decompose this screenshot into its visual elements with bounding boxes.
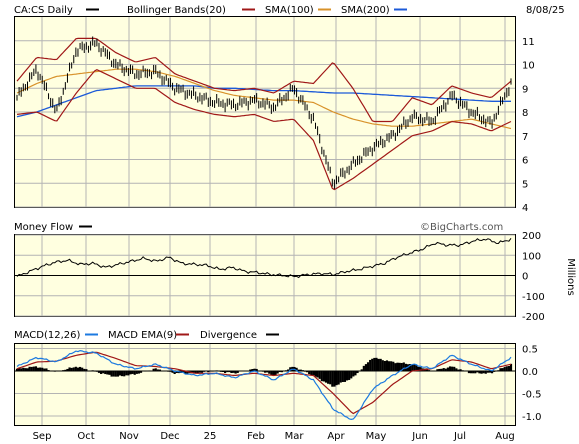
y-tick-label: 0.0 xyxy=(522,367,538,378)
divergence-label: Divergence xyxy=(200,330,257,341)
y-tick-label: 5 xyxy=(522,179,528,190)
x-tick-label: 25 xyxy=(204,431,217,442)
bollinger-upper-line xyxy=(16,37,512,123)
y-tick-label: -200 xyxy=(522,312,545,323)
y-tick-label: -0.5 xyxy=(522,390,542,401)
macd-ema-label: MACD EMA(9) xyxy=(108,330,177,341)
x-tick-label: Mar xyxy=(285,431,305,442)
bollinger-lower-line xyxy=(16,69,512,191)
chart-date: 8/08/25 xyxy=(526,5,565,16)
y-tick-label: 200 xyxy=(522,231,541,242)
legend-sma200: SMA(200) xyxy=(341,5,390,16)
legend-bollinger: Bollinger Bands(20) xyxy=(127,5,226,16)
y-tick-label: -1.0 xyxy=(522,412,542,423)
legend-sma100: SMA(100) xyxy=(265,5,314,16)
y-tick-label: 6 xyxy=(522,156,528,167)
y-tick-label: 7 xyxy=(522,132,528,143)
x-tick-label: Dec xyxy=(160,431,179,442)
y-tick-label: 10 xyxy=(522,61,535,72)
money-flow-title: Money Flow xyxy=(14,222,73,233)
y-tick-label: 11 xyxy=(522,37,535,48)
money-flow-unit-label: Millions xyxy=(565,258,576,295)
y-tick-label: 9 xyxy=(522,84,528,95)
x-tick-label: May xyxy=(366,431,387,442)
x-tick-label: Feb xyxy=(247,431,265,442)
macd-ema-line xyxy=(16,351,512,415)
ticker-label: CA:CS Daily xyxy=(14,5,73,16)
x-tick-label: Nov xyxy=(119,431,139,442)
y-tick-label: 100 xyxy=(522,251,541,262)
macd-panel xyxy=(14,343,516,426)
x-tick-label: Sep xyxy=(33,431,52,442)
x-tick-label: Jun xyxy=(411,431,428,442)
macd-line xyxy=(16,349,512,421)
y-tick-label: 0.5 xyxy=(522,345,538,356)
x-tick-label: Aug xyxy=(495,431,515,442)
x-tick-label: Jul xyxy=(453,431,466,442)
x-tick-label: Apr xyxy=(327,431,345,442)
x-tick-label: Oct xyxy=(77,431,94,442)
y-tick-label: -100 xyxy=(522,292,545,303)
y-tick-label: 0 xyxy=(522,272,528,283)
watermark: ©BigCharts.com xyxy=(420,222,503,233)
y-tick-label: 4 xyxy=(522,203,528,214)
money-flow-line xyxy=(16,238,512,279)
y-tick-label: 8 xyxy=(522,108,528,119)
macd-title: MACD(12,26) xyxy=(14,330,81,341)
